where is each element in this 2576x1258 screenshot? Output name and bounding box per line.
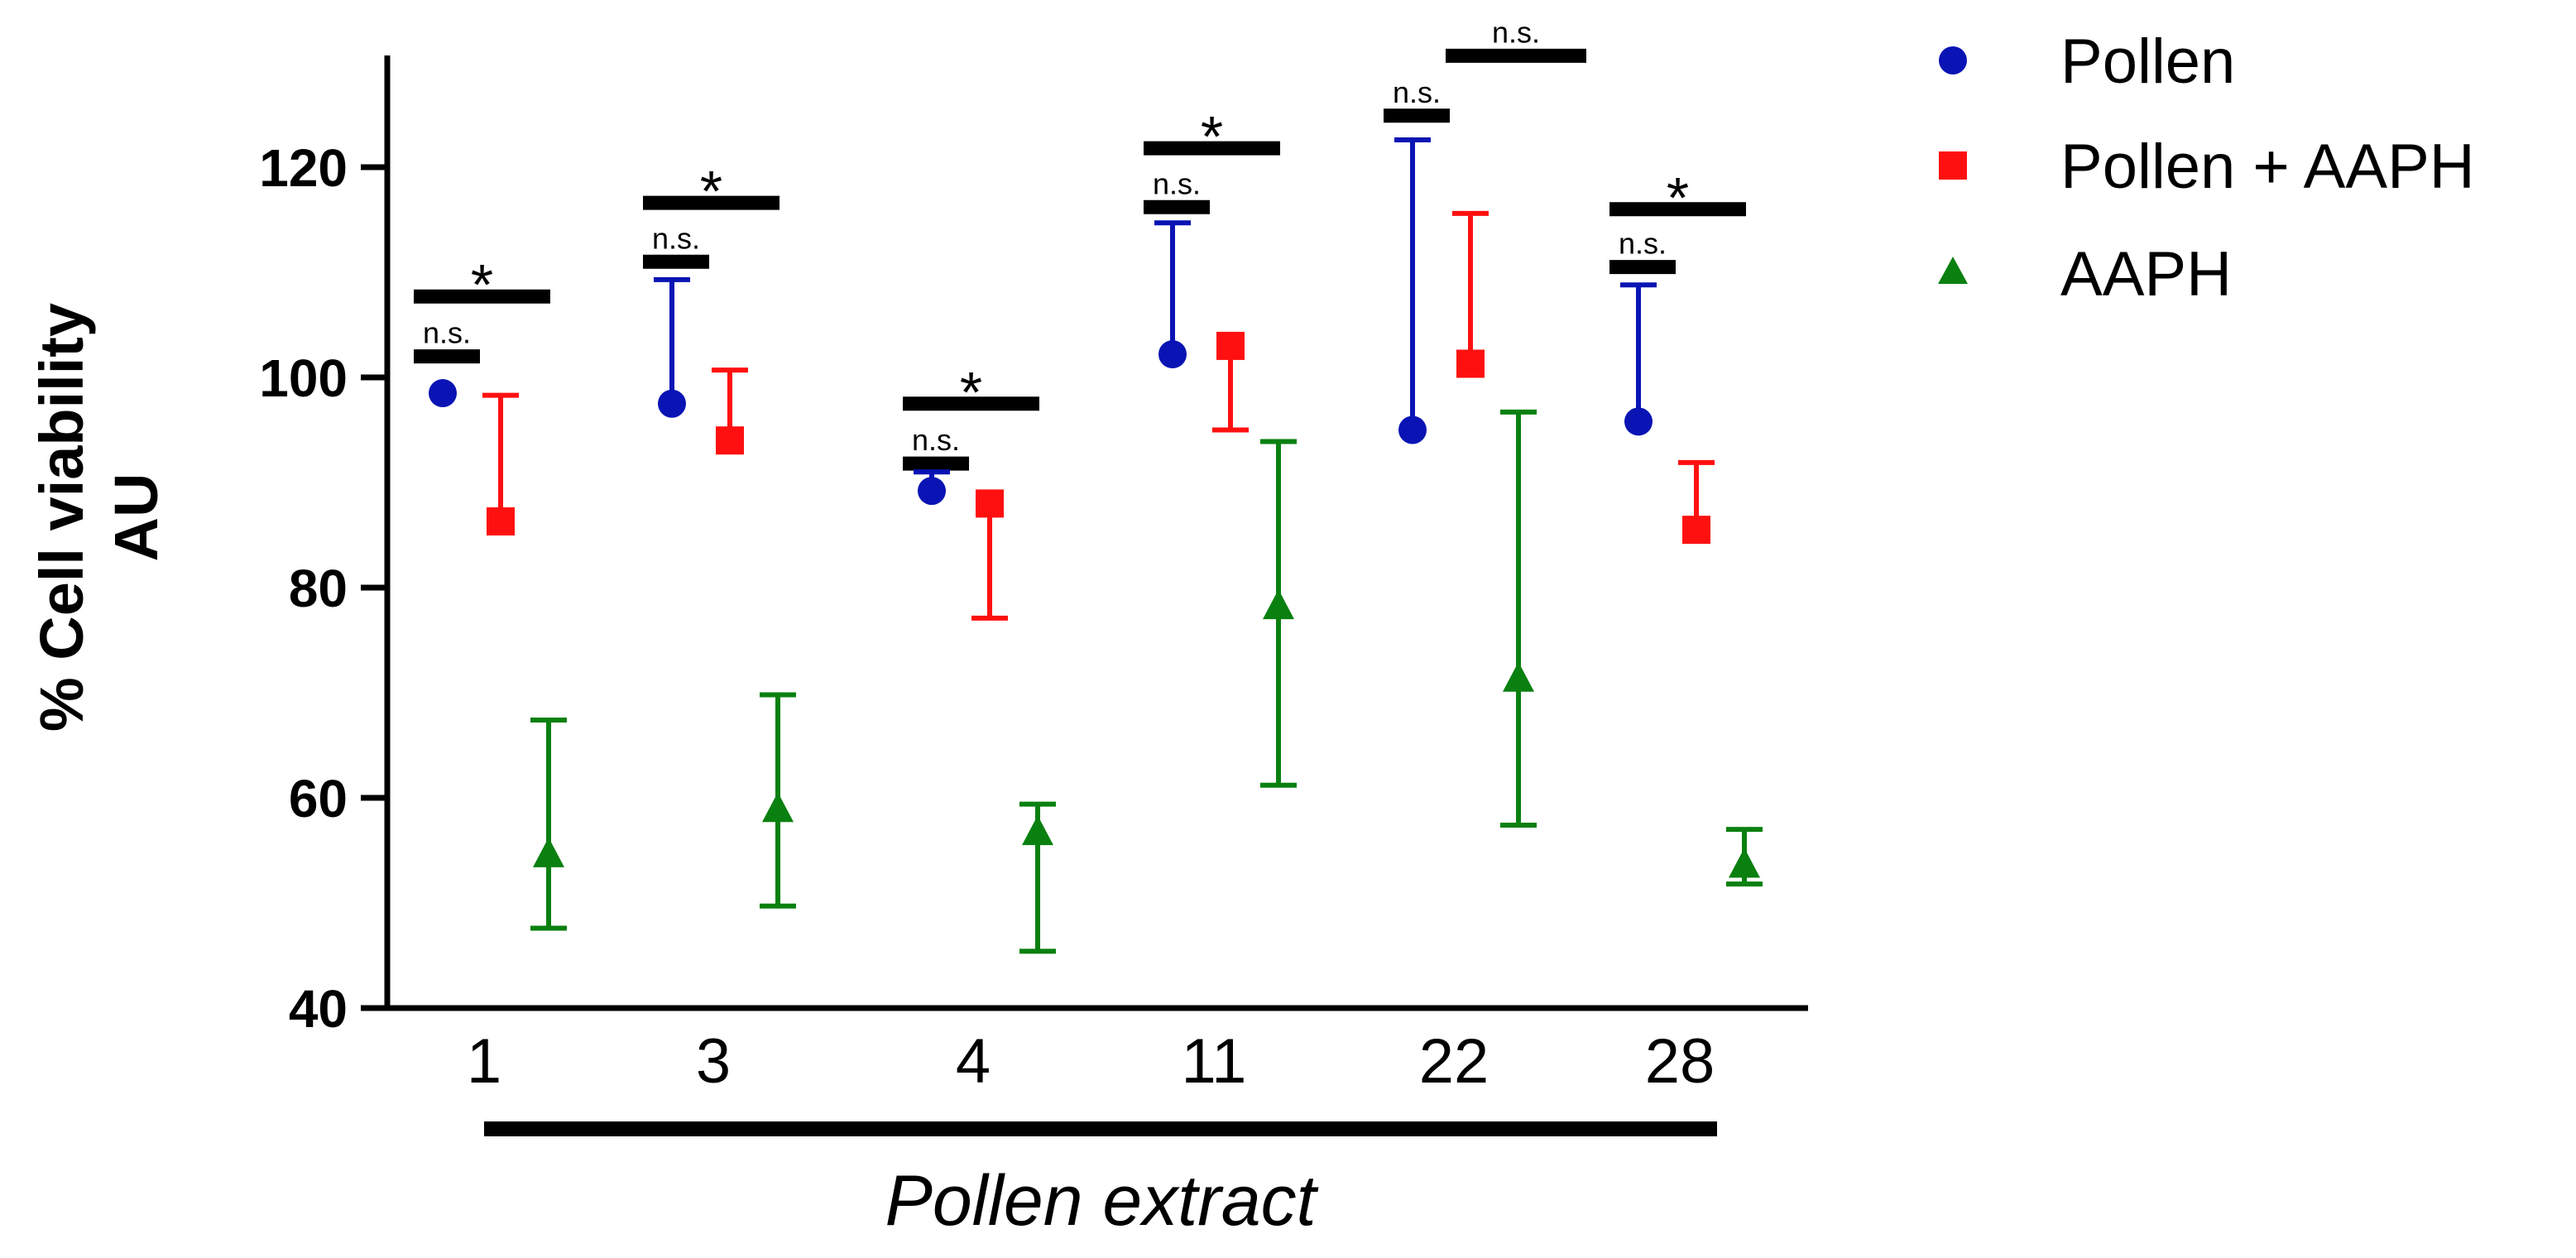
- data-point: [716, 426, 744, 455]
- legend: Pollen Pollen + AAPH AAPH: [1938, 26, 2475, 310]
- data-point: [1456, 349, 1485, 378]
- data-point: [762, 792, 794, 823]
- data-point: [1398, 415, 1427, 444]
- significance-label: *: [1201, 104, 1223, 169]
- data-point: [487, 507, 515, 535]
- ns-label: n.s.: [1153, 166, 1201, 200]
- y-tick-label: 40: [289, 979, 348, 1039]
- data-point: [1729, 847, 1760, 878]
- y-axis-label-line-2: AU: [102, 473, 170, 562]
- x-tick-label: 3: [696, 1026, 731, 1097]
- y-tick-label: 60: [289, 769, 348, 828]
- ns-label: n.s.: [652, 221, 700, 255]
- y-tick-label: 100: [259, 348, 348, 408]
- significance-label: n.s.: [1492, 15, 1540, 49]
- data-point: [1158, 340, 1187, 369]
- ns-label: n.s.: [1619, 227, 1667, 261]
- x-axis-label: Pollen extract: [885, 1161, 1318, 1241]
- legend-item: AAPH: [1938, 239, 2232, 310]
- y-axis-label: % Cell viability AU: [27, 303, 170, 732]
- data-point: [1503, 661, 1534, 692]
- legend-label: AAPH: [2060, 239, 2232, 310]
- significance-label: *: [960, 360, 982, 425]
- data-point: [976, 489, 1004, 518]
- data-point: [1682, 516, 1710, 545]
- legend-label: Pollen: [2060, 26, 2235, 97]
- series-layer: [429, 137, 1763, 954]
- legend-item: Pollen: [1939, 26, 2235, 97]
- axes-layer: 40 60 80 100 120 1 3 4 11 22 28 Pollen extract % Cel…: [27, 55, 1808, 1241]
- ns-label: n.s.: [1393, 75, 1441, 109]
- data-point: [429, 379, 457, 408]
- data-point: [533, 837, 564, 867]
- data-point: [1624, 407, 1653, 436]
- ns-label: n.s.: [912, 423, 960, 457]
- x-tick-label: 11: [1182, 1026, 1247, 1097]
- legend-item: Pollen + AAPH: [1939, 132, 2475, 202]
- significance-layer: n.s.*n.s.*n.s.*n.s.*n.s.n.s.n.s.*: [414, 15, 1746, 471]
- legend-marker: [1938, 257, 1968, 284]
- ns-label: n.s.: [423, 316, 471, 350]
- data-point: [918, 477, 946, 506]
- series-pollen: [429, 137, 1657, 506]
- legend-marker: [1939, 46, 1967, 74]
- significance-label: *: [700, 159, 722, 223]
- series-pollen-aaph: [482, 210, 1715, 621]
- series-aaph: [530, 409, 1763, 954]
- data-point: [1263, 589, 1294, 620]
- data-point: [658, 389, 686, 418]
- significance-label: *: [471, 252, 493, 317]
- x-tick-label: 4: [956, 1026, 991, 1097]
- data-point: [1022, 815, 1053, 846]
- significance-label: *: [1667, 166, 1689, 230]
- data-point: [1216, 331, 1245, 360]
- x-tick-label: 1: [467, 1026, 501, 1097]
- x-tick-label: 28: [1645, 1026, 1715, 1097]
- legend-marker: [1939, 151, 1967, 180]
- y-axis-label-line-1: % Cell viability: [27, 303, 96, 732]
- legend-label: Pollen + AAPH: [2060, 132, 2475, 202]
- y-tick-label: 80: [289, 559, 348, 618]
- y-tick-label: 120: [259, 138, 348, 198]
- x-tick-label: 22: [1419, 1026, 1489, 1097]
